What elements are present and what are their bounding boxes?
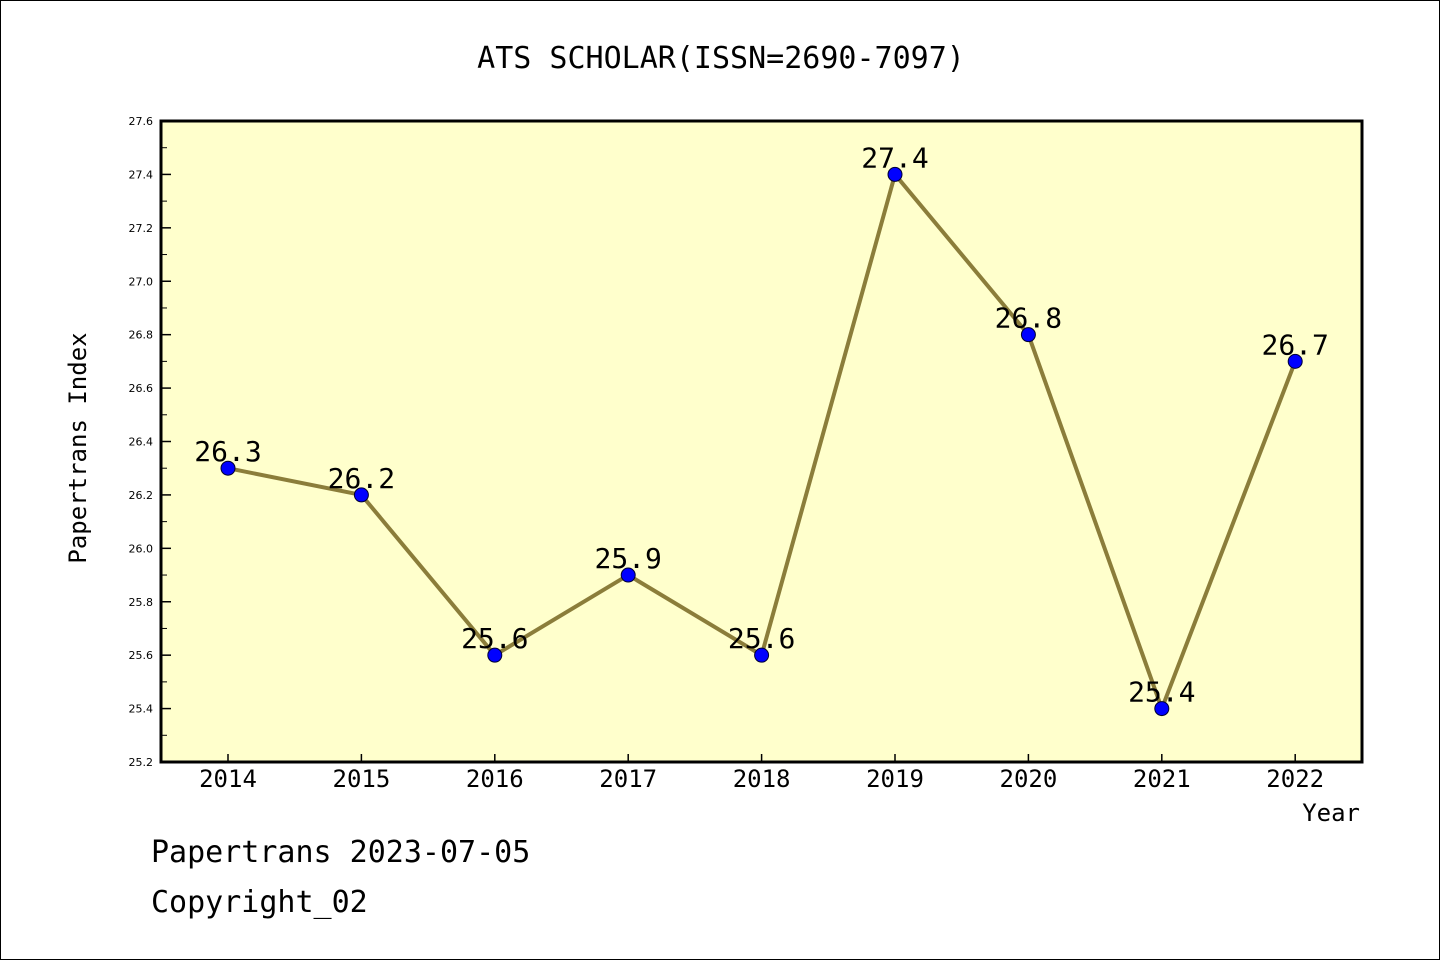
y-axis-ticks: 25.2 25.4 25.6 25.8 26.0 26.2 26.4 26.6 26.8 27.0… (129, 115, 171, 769)
y-tick-label: 26.2 (129, 489, 154, 502)
data-label: 26.2 (328, 462, 395, 495)
x-axis-label: Year (1302, 799, 1360, 827)
footer-date-text: Papertrans 2023-07-05 (151, 835, 531, 870)
footer-copyright-text: Copyright_02 (151, 885, 368, 920)
data-label: 27.4 (861, 141, 928, 174)
y-tick-label: 26.4 (129, 436, 154, 449)
data-point-marker (1154, 701, 1170, 717)
x-axis-ticks: 2014 2015 2016 2017 2018 2019 2020 2021 2022 (199, 754, 1324, 793)
data-point-marker (1020, 327, 1036, 343)
y-tick-label: 26.6 (129, 382, 154, 395)
data-point-marker (754, 647, 770, 663)
data-point-marker (220, 460, 236, 476)
y-tick-label: 25.6 (129, 649, 154, 662)
data-label: 25.4 (1128, 676, 1195, 709)
y-tick-label: 26.0 (129, 542, 154, 555)
data-point-marker (487, 647, 503, 663)
data-label: 25.6 (461, 622, 528, 655)
y-axis-label: Papertrans Index (64, 332, 92, 563)
x-tick-label: 2016 (466, 765, 524, 793)
data-label: 26.8 (995, 302, 1062, 335)
y-tick-label: 25.4 (129, 703, 154, 716)
x-tick-label: 2022 (1266, 765, 1324, 793)
data-point-marker (887, 166, 903, 182)
data-label: 26.7 (1261, 328, 1328, 361)
x-tick-label: 2017 (599, 765, 657, 793)
y-tick-label: 27.6 (129, 115, 154, 128)
plot-area (159, 119, 1364, 764)
y-tick-label: 26.8 (129, 329, 154, 342)
y-tick-label: 27.0 (129, 275, 154, 288)
y-tick-label: 25.8 (129, 596, 154, 609)
y-tick-label: 25.2 (129, 756, 154, 769)
y-tick-label: 27.4 (129, 168, 154, 181)
data-point-marker (620, 567, 636, 583)
y-tick-label: 27.2 (129, 222, 154, 235)
data-label: 26.3 (194, 435, 261, 468)
x-tick-label: 2020 (1000, 765, 1058, 793)
data-point-marker (1287, 353, 1303, 369)
x-tick-label: 2015 (333, 765, 391, 793)
data-point-marker (353, 487, 369, 503)
data-labels: 26.3 26.2 25.6 25.9 25.6 27.4 26.8 25.4 26.7 (194, 141, 1329, 708)
series-markers (220, 166, 1303, 717)
x-tick-label: 2018 (733, 765, 791, 793)
data-label: 25.9 (594, 542, 661, 575)
x-tick-label: 2019 (866, 765, 924, 793)
data-label: 25.6 (728, 622, 795, 655)
x-tick-label: 2021 (1133, 765, 1191, 793)
chart-title: ATS SCHOLAR(ISSN=2690-7097) (477, 41, 965, 76)
x-tick-label: 2014 (199, 765, 257, 793)
